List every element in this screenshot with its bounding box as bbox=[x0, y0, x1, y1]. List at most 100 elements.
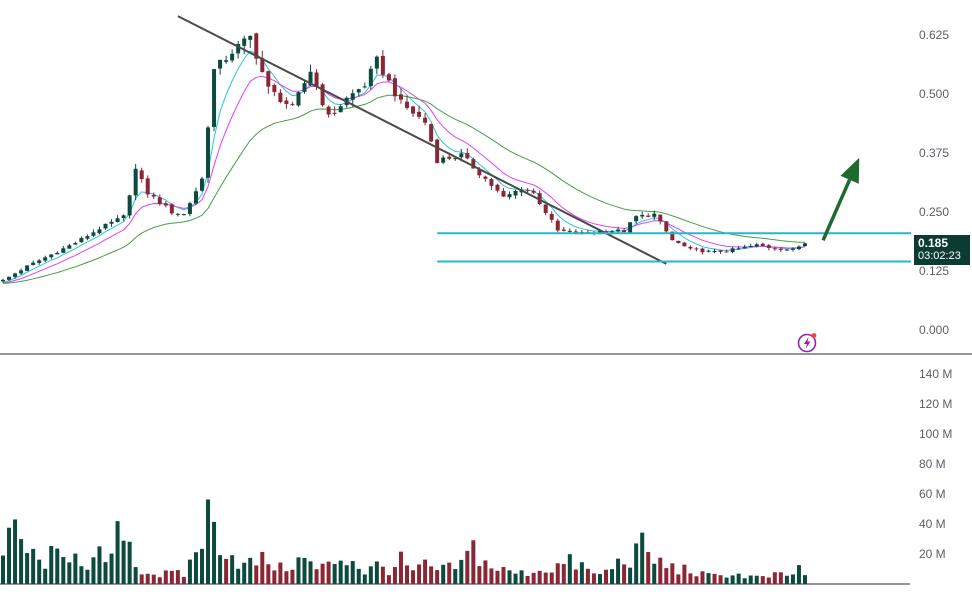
candle bbox=[181, 213, 186, 216]
candle bbox=[254, 32, 259, 65]
candle-body bbox=[736, 248, 741, 250]
volume-tick-label: 20 M bbox=[919, 547, 946, 561]
candle-body bbox=[664, 221, 669, 232]
candle bbox=[706, 249, 711, 253]
volume-bar bbox=[561, 564, 566, 584]
candle-body bbox=[465, 153, 470, 159]
candle bbox=[374, 55, 379, 75]
candle-body bbox=[477, 169, 482, 176]
volume-bar bbox=[537, 570, 542, 584]
candle-body bbox=[706, 250, 711, 252]
candle bbox=[7, 276, 12, 281]
candle-body bbox=[13, 273, 18, 277]
volume-tick-label: 60 M bbox=[919, 487, 946, 501]
volume-bar bbox=[622, 564, 627, 584]
arrow-shaft[interactable] bbox=[821, 179, 852, 242]
candle-body bbox=[362, 86, 367, 88]
candle-body bbox=[712, 251, 717, 253]
volume-bar bbox=[206, 499, 211, 584]
candle-body bbox=[772, 248, 777, 250]
candle-body bbox=[760, 243, 765, 246]
candle-body bbox=[199, 178, 204, 191]
volume-bar bbox=[465, 550, 470, 584]
candle-body bbox=[417, 111, 422, 117]
candle bbox=[290, 101, 295, 106]
candle bbox=[61, 246, 66, 254]
volume-bar bbox=[386, 575, 391, 584]
volume-bar bbox=[236, 568, 241, 584]
moving-average-line bbox=[2, 75, 806, 284]
candle bbox=[218, 59, 223, 75]
volume-bar bbox=[694, 576, 699, 584]
candle bbox=[495, 183, 500, 193]
flash-icon[interactable] bbox=[797, 331, 819, 353]
volume-bar bbox=[718, 575, 723, 584]
candle-body bbox=[392, 78, 397, 97]
candle-body bbox=[151, 194, 156, 197]
candle-body bbox=[628, 222, 633, 233]
price-tick-label: 0.375 bbox=[919, 146, 949, 160]
volume-bar bbox=[748, 575, 753, 584]
candle bbox=[139, 167, 144, 183]
volume-bar bbox=[453, 569, 458, 584]
candle-body bbox=[682, 242, 687, 247]
volume-bar bbox=[175, 570, 180, 584]
candle-body bbox=[278, 92, 283, 103]
volume-bar bbox=[477, 566, 482, 584]
candle-body bbox=[790, 248, 795, 250]
candle bbox=[206, 125, 211, 183]
candle bbox=[97, 226, 102, 235]
candle-body bbox=[658, 214, 663, 222]
drawings[interactable] bbox=[177, 15, 912, 265]
candle-body bbox=[272, 85, 277, 93]
volume-bar bbox=[471, 540, 476, 584]
volume-bar bbox=[513, 573, 518, 584]
candle-body bbox=[67, 245, 72, 249]
candle-body bbox=[778, 248, 783, 250]
candle bbox=[13, 272, 18, 279]
candle-body bbox=[700, 248, 705, 253]
volume-bar bbox=[326, 561, 331, 584]
volume-axis: 140 M 120 M 100 M 80 M 60 M 40 M 20 M bbox=[919, 367, 952, 561]
volume-bar bbox=[398, 551, 403, 584]
candle bbox=[778, 247, 783, 253]
volume-bar bbox=[567, 554, 572, 584]
candle bbox=[266, 70, 271, 94]
candle-body bbox=[356, 89, 361, 93]
candle bbox=[193, 187, 198, 206]
candle-body bbox=[459, 153, 464, 158]
candle-body bbox=[646, 215, 651, 217]
notification-dot bbox=[811, 333, 817, 338]
candle-body bbox=[567, 230, 572, 232]
volume-bar bbox=[43, 568, 48, 584]
candle-body bbox=[49, 254, 54, 258]
candle-body bbox=[495, 184, 500, 191]
candle bbox=[718, 250, 723, 255]
candle bbox=[236, 40, 241, 59]
candle-body bbox=[19, 270, 24, 274]
candle-body bbox=[109, 221, 114, 224]
volume-bar bbox=[489, 568, 494, 584]
candle bbox=[435, 138, 440, 164]
candle-body bbox=[230, 53, 235, 61]
volume-bar bbox=[531, 572, 536, 584]
volume-bar bbox=[525, 575, 530, 584]
candle bbox=[362, 82, 367, 89]
volume-bar bbox=[766, 577, 771, 584]
candle-body bbox=[555, 220, 560, 231]
volume-bar bbox=[1, 555, 5, 584]
trendline[interactable] bbox=[177, 15, 667, 265]
candle-body bbox=[622, 230, 627, 232]
volume-bar bbox=[320, 563, 325, 584]
candle-body bbox=[55, 252, 60, 255]
volume-bar bbox=[296, 557, 301, 584]
candle-body bbox=[43, 257, 48, 261]
candle-body bbox=[1, 279, 5, 282]
candle bbox=[652, 210, 657, 221]
volume-bar bbox=[19, 539, 24, 584]
candle-body bbox=[604, 231, 608, 233]
arrow-head[interactable] bbox=[840, 157, 860, 184]
volume-bar bbox=[248, 557, 253, 584]
candle-body bbox=[302, 83, 307, 92]
